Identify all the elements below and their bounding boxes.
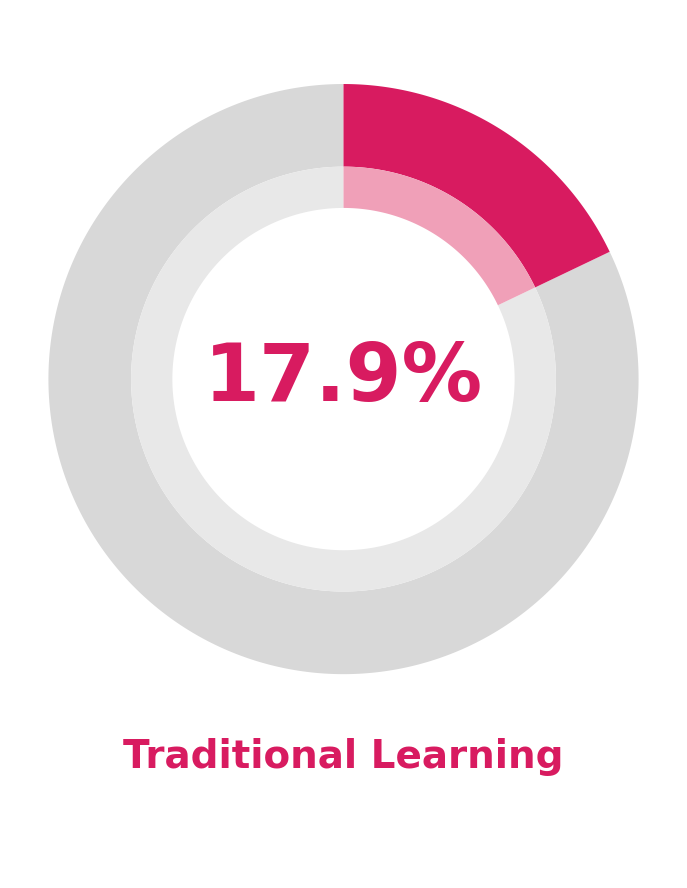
Circle shape (190, 226, 497, 533)
Polygon shape (48, 84, 639, 674)
Text: Traditional Learning: Traditional Learning (123, 738, 564, 776)
Polygon shape (131, 167, 556, 591)
Text: 17.9%: 17.9% (204, 340, 483, 418)
Polygon shape (344, 84, 609, 288)
Polygon shape (344, 167, 535, 305)
